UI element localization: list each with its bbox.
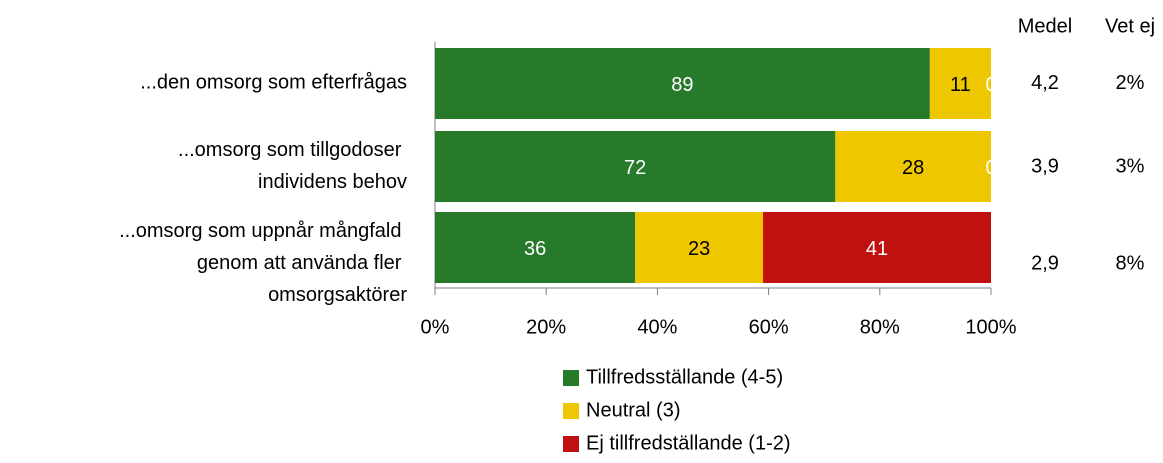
bar-segment	[763, 212, 991, 283]
data-label: 0	[985, 157, 996, 179]
x-tick-label: 100%	[965, 316, 1016, 338]
bar-segment	[435, 48, 930, 119]
column-value: 4,2	[1031, 72, 1059, 94]
x-tick-label: 0%	[421, 316, 450, 338]
x-tick-label: 80%	[860, 316, 900, 338]
x-tick-label: 20%	[526, 316, 566, 338]
column-header: Vet ej	[1105, 15, 1155, 37]
legend-swatch	[563, 403, 579, 419]
category-label-line: omsorgsaktörer	[268, 284, 407, 306]
legend-label: Ej tillfredställande (1-2)	[586, 432, 791, 454]
data-label: 23	[688, 238, 710, 260]
legend-label: Tillfredsställande (4-5)	[586, 366, 783, 388]
bar-segment	[635, 212, 764, 283]
data-label: 11	[950, 74, 971, 96]
column-value: 2%	[1116, 72, 1145, 94]
legend-swatch	[563, 370, 579, 386]
legend-swatch	[563, 436, 579, 452]
category-label-line: genom att använda fler	[197, 252, 407, 274]
bar-segment	[929, 48, 991, 119]
legend-label: Neutral (3)	[586, 399, 680, 421]
category-label-line: individens behov	[258, 171, 407, 193]
bar-segment	[435, 212, 636, 283]
column-value: 2,9	[1031, 252, 1059, 274]
category-label: ...omsorg som uppnår mångfald genom att …	[119, 220, 407, 306]
data-label: 0	[985, 74, 996, 96]
category-label-line: ...den omsorg som efterfrågas	[140, 72, 407, 94]
category-label: ...omsorg som tillgodoser individens beh…	[178, 139, 407, 193]
category-label-line: ...omsorg som uppnår mångfald	[119, 220, 407, 242]
category-label-line: ...omsorg som tillgodoser	[178, 139, 407, 161]
column-header: Medel	[1018, 15, 1072, 37]
data-label: 89	[671, 74, 693, 96]
data-label: 72	[624, 157, 646, 179]
category-label: ...den omsorg som efterfrågas	[140, 72, 407, 94]
data-label: 36	[524, 238, 546, 260]
data-label: 28	[902, 157, 924, 179]
bar-segment	[835, 131, 991, 202]
x-tick-label: 40%	[637, 316, 677, 338]
data-label: 41	[866, 238, 888, 260]
column-value: 3%	[1116, 155, 1145, 177]
column-value: 3,9	[1031, 155, 1059, 177]
bar-segment	[435, 131, 836, 202]
column-value: 8%	[1116, 252, 1145, 274]
x-tick-label: 60%	[749, 316, 789, 338]
